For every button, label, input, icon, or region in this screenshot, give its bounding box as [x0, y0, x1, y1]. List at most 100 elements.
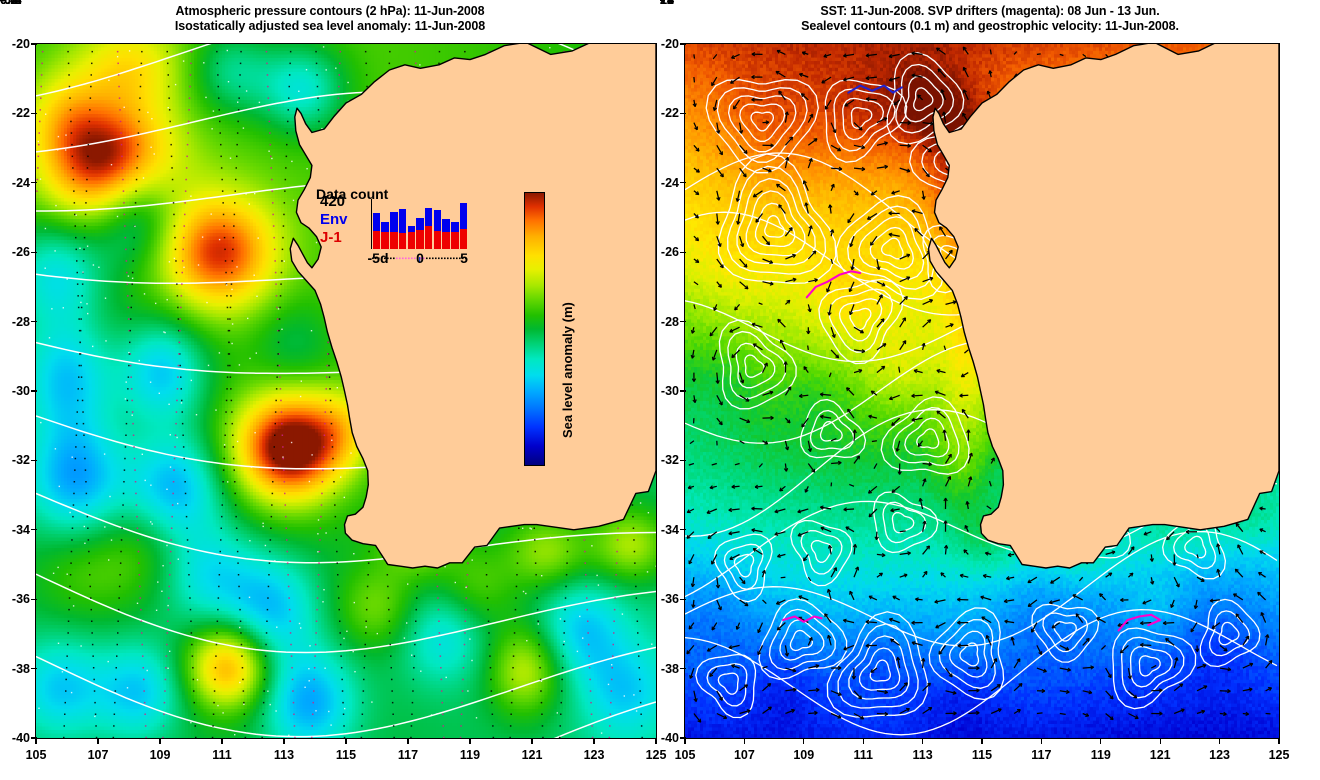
x-tick-label: 117 [1021, 748, 1061, 762]
x-tick-label: 121 [1140, 748, 1180, 762]
right-panel-title: SST: 11-Jun-2008. SVP drifters (magenta)… [660, 4, 1320, 34]
y-tick-mark [31, 182, 37, 183]
inset-bar-env [408, 226, 416, 232]
y-tick-label: -40 [0, 731, 30, 745]
inset-bar [416, 203, 424, 249]
inset-bar [408, 203, 416, 249]
y-tick-label: -34 [0, 523, 30, 537]
x-tick-label: 109 [784, 748, 824, 762]
y-tick-mark [680, 321, 686, 322]
right-panel: SST: 11-Jun-2008. SVP drifters (magenta)… [660, 0, 1320, 780]
inset-bar-j1 [425, 226, 433, 249]
y-tick-label: -30 [0, 384, 30, 398]
inset-total-count: 420 [320, 194, 345, 210]
inset-bar-env [434, 210, 442, 230]
colorbar-tick [660, 0, 665, 1]
y-tick-mark [31, 252, 37, 253]
inset-bar [425, 203, 433, 249]
y-tick-label: -30 [649, 384, 679, 398]
y-tick-label: -24 [649, 176, 679, 190]
right-title-line2: Sealevel contours (0.1 m) and geostrophi… [660, 19, 1320, 34]
y-tick-mark [680, 390, 686, 391]
x-tick-mark [1041, 738, 1042, 744]
inset-bar [434, 203, 442, 249]
y-tick-label: -22 [649, 106, 679, 120]
x-tick-label: 115 [326, 748, 366, 762]
left-title-line2: Isostatically adjusted sea level anomaly… [0, 19, 660, 34]
y-tick-label: -36 [0, 592, 30, 606]
y-tick-mark [31, 460, 37, 461]
x-tick-mark [35, 738, 36, 744]
inset-x-tick-label: 5 [460, 250, 468, 266]
x-tick-mark [1278, 738, 1279, 744]
inset-bar [373, 203, 381, 249]
left-panel-title: Atmospheric pressure contours (2 hPa): 1… [0, 4, 660, 34]
y-tick-mark [680, 182, 686, 183]
inset-bar [442, 203, 450, 249]
x-tick-label: 113 [903, 748, 943, 762]
x-tick-label: 111 [202, 748, 242, 762]
y-tick-label: -26 [649, 245, 679, 259]
x-tick-label: 123 [574, 748, 614, 762]
inset-bar-env [451, 222, 459, 232]
y-tick-label: -32 [649, 453, 679, 467]
x-tick-mark [221, 738, 222, 744]
x-tick-mark [863, 738, 864, 744]
y-tick-label: -28 [649, 315, 679, 329]
x-tick-label: 107 [78, 748, 118, 762]
inset-bar-j1 [451, 232, 459, 249]
sla-colorbar-title: Sea level anomaly (m) [560, 218, 575, 438]
y-tick-mark [31, 113, 37, 114]
x-tick-mark [1219, 738, 1220, 744]
y-tick-label: -28 [0, 315, 30, 329]
y-tick-mark [680, 460, 686, 461]
y-tick-label: -20 [0, 37, 30, 51]
y-tick-mark [31, 668, 37, 669]
x-tick-label: 121 [512, 748, 552, 762]
y-tick-label: -24 [0, 176, 30, 190]
inset-bar [460, 203, 468, 249]
inset-bar-j1 [373, 231, 381, 249]
inset-bar [399, 203, 407, 249]
y-tick-mark [31, 321, 37, 322]
y-tick-label: -32 [0, 453, 30, 467]
y-tick-mark [31, 599, 37, 600]
y-tick-label: -22 [0, 106, 30, 120]
x-tick-mark [469, 738, 470, 744]
y-tick-mark [31, 43, 37, 44]
x-tick-label: 111 [843, 748, 883, 762]
data-count-inset: 420 Env J-1 Data count -5d 0 5 [316, 186, 476, 278]
x-tick-label: 107 [724, 748, 764, 762]
inset-bar-env [381, 222, 389, 231]
x-tick-mark [803, 738, 804, 744]
inset-x-tick-label: 0 [416, 250, 424, 266]
sst-field-svg [685, 44, 1279, 738]
inset-bar-j1 [399, 233, 407, 249]
inset-bar-chart [372, 203, 468, 249]
left-title-line1: Atmospheric pressure contours (2 hPa): 1… [0, 4, 660, 19]
inset-bar-j1 [390, 232, 398, 249]
y-tick-label: -26 [0, 245, 30, 259]
x-tick-mark [744, 738, 745, 744]
sea-level-anomaly-colorbar [524, 192, 545, 466]
inset-bar [451, 203, 459, 249]
y-tick-mark [680, 252, 686, 253]
y-tick-label: -40 [649, 731, 679, 745]
x-tick-label: 113 [264, 748, 304, 762]
y-tick-label: -38 [649, 662, 679, 676]
x-tick-mark [97, 738, 98, 744]
x-tick-label: 117 [388, 748, 428, 762]
y-tick-mark [680, 529, 686, 530]
x-tick-mark [159, 738, 160, 744]
y-tick-label: -36 [649, 592, 679, 606]
inset-bar-env [399, 209, 407, 234]
x-tick-label: 105 [16, 748, 56, 762]
y-tick-mark [31, 529, 37, 530]
y-tick-mark [31, 390, 37, 391]
y-tick-label: -38 [0, 662, 30, 676]
x-tick-label: 119 [1081, 748, 1121, 762]
x-tick-mark [981, 738, 982, 744]
left-panel: Atmospheric pressure contours (2 hPa): 1… [0, 0, 660, 780]
sst-geostrophic-map[interactable] [684, 43, 1280, 739]
y-tick-mark [680, 668, 686, 669]
